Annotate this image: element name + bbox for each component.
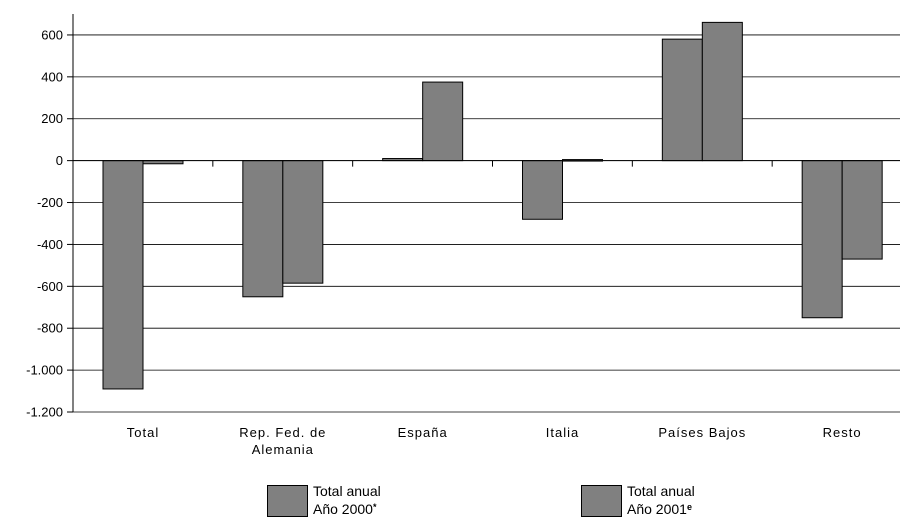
x-tick-label: España xyxy=(398,425,448,440)
y-tick-label: -400 xyxy=(37,237,63,252)
x-tick-label: Italia xyxy=(546,425,579,440)
bar xyxy=(701,21,743,162)
legend-mark: e xyxy=(686,502,692,512)
gridlines xyxy=(73,34,900,413)
y-tick-label: -1.000 xyxy=(26,363,63,378)
bar xyxy=(242,160,284,298)
legend-line1: Total anual xyxy=(313,483,381,499)
bars xyxy=(102,21,883,390)
legend-swatch-2000 xyxy=(267,485,308,517)
bar xyxy=(522,160,563,220)
y-tick-label: 200 xyxy=(41,111,63,126)
y-tick-label: 600 xyxy=(41,27,63,42)
bar xyxy=(801,160,843,319)
legend-line1: Total anual xyxy=(627,483,695,499)
legend-mark: * xyxy=(372,502,377,512)
x-tick-label: Rep. Fed. de xyxy=(239,425,326,440)
legend-line2: Año 2000* xyxy=(313,501,377,517)
x-tick-labels: Total Rep. Fed. de Alemania España Italia Paí… xyxy=(127,425,862,457)
y-tick-label: -600 xyxy=(37,279,63,294)
bar xyxy=(422,81,464,162)
axes xyxy=(67,14,900,413)
x-tick-label: Países Bajos xyxy=(658,425,746,440)
y-tick-label: -800 xyxy=(37,321,63,336)
legend-line2: Año 2001e xyxy=(627,501,692,517)
y-tick-labels: 600 400 200 0 -200 -400 -600 -800 -1.000 -1.200 xyxy=(26,27,63,419)
x-tick-label: Resto xyxy=(823,425,862,440)
legend-label-2001: Total anual Año 2001e xyxy=(627,482,695,518)
legend: Total anual Año 2000* Total anual Año 20… xyxy=(0,482,900,519)
bar xyxy=(102,160,144,390)
y-tick-label: 0 xyxy=(56,153,63,168)
legend-swatch-2001 xyxy=(581,485,622,517)
y-tick-label: 400 xyxy=(41,69,63,84)
x-tick-label: Total xyxy=(127,425,159,440)
bar xyxy=(661,38,703,162)
y-tick-label: -1.200 xyxy=(26,405,63,420)
legend-label-2000: Total anual Año 2000* xyxy=(313,482,381,518)
x-tick-label: Alemania xyxy=(252,442,314,457)
y-tick-label: -200 xyxy=(37,195,63,210)
bar xyxy=(841,160,883,260)
bar xyxy=(282,160,324,284)
